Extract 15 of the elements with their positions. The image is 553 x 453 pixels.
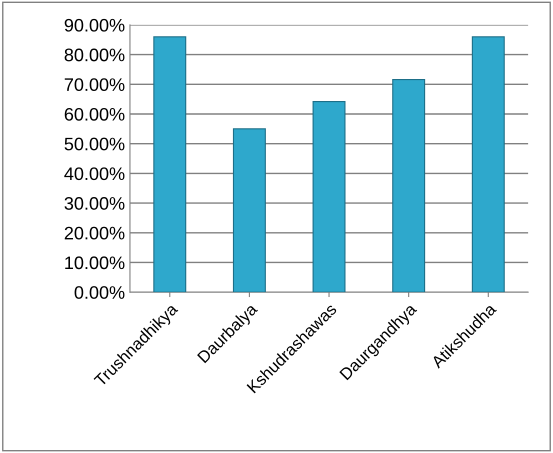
y-tick-label: 80.00% — [64, 48, 124, 62]
bar — [232, 128, 266, 292]
bar — [312, 100, 346, 292]
y-tick-label: 60.00% — [64, 108, 124, 121]
y-tick-label: 0.00% — [74, 286, 124, 299]
y-tick-label: 50.00% — [64, 138, 124, 150]
y-tick-label: 20.00% — [64, 226, 124, 240]
y-tick-label: 40.00% — [64, 167, 124, 180]
bar — [153, 36, 186, 292]
y-tick-label: 70.00% — [64, 78, 124, 92]
bar — [392, 79, 426, 292]
y-tick-label: 10.00% — [65, 256, 124, 270]
y-tick-label: 30.00% — [64, 197, 124, 210]
bar — [472, 36, 505, 292]
y-tick-label: 90.00% — [64, 18, 124, 32]
